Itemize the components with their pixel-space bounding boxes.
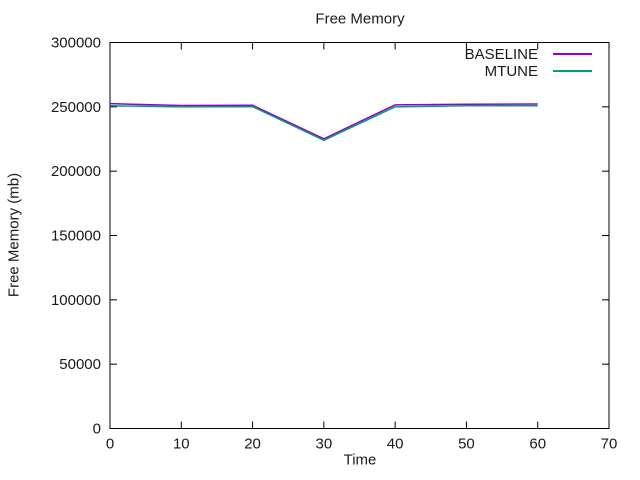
- y-tick-label: 300000: [51, 35, 101, 52]
- series-line-baseline: [109, 102, 538, 140]
- chart-title: Free Memory: [315, 10, 405, 28]
- legend-line-sample-mtune: [553, 70, 592, 72]
- x-tick-label: 70: [601, 436, 618, 453]
- legend-label-mtune: MTUNE: [484, 62, 538, 80]
- x-tick-label: 0: [106, 436, 114, 453]
- legend-label-baseline: BASELINE: [464, 45, 538, 63]
- legend-line-sample-baseline: [553, 53, 592, 55]
- series-line-mtune: [109, 105, 538, 142]
- y-tick-label: 0: [93, 421, 101, 438]
- x-axis-title: Time: [343, 451, 377, 469]
- y-tick-label: 50000: [59, 356, 101, 373]
- plot-border: [109, 42, 610, 429]
- legend-entry-baseline: BASELINE: [400, 45, 592, 63]
- x-tick-label: 40: [387, 436, 404, 453]
- x-tick-label: 60: [529, 436, 546, 453]
- y-tick-label: 150000: [51, 228, 101, 245]
- x-tick-label: 20: [244, 436, 261, 453]
- x-tick-label: 50: [458, 436, 475, 453]
- y-tick-label: 200000: [51, 163, 101, 180]
- y-tick-label: 250000: [51, 99, 101, 116]
- legend-entry-mtune: MTUNE: [400, 62, 592, 80]
- x-tick-label: 30: [316, 436, 333, 453]
- x-tick-label: 10: [173, 436, 190, 453]
- y-tick-label: 100000: [51, 292, 101, 309]
